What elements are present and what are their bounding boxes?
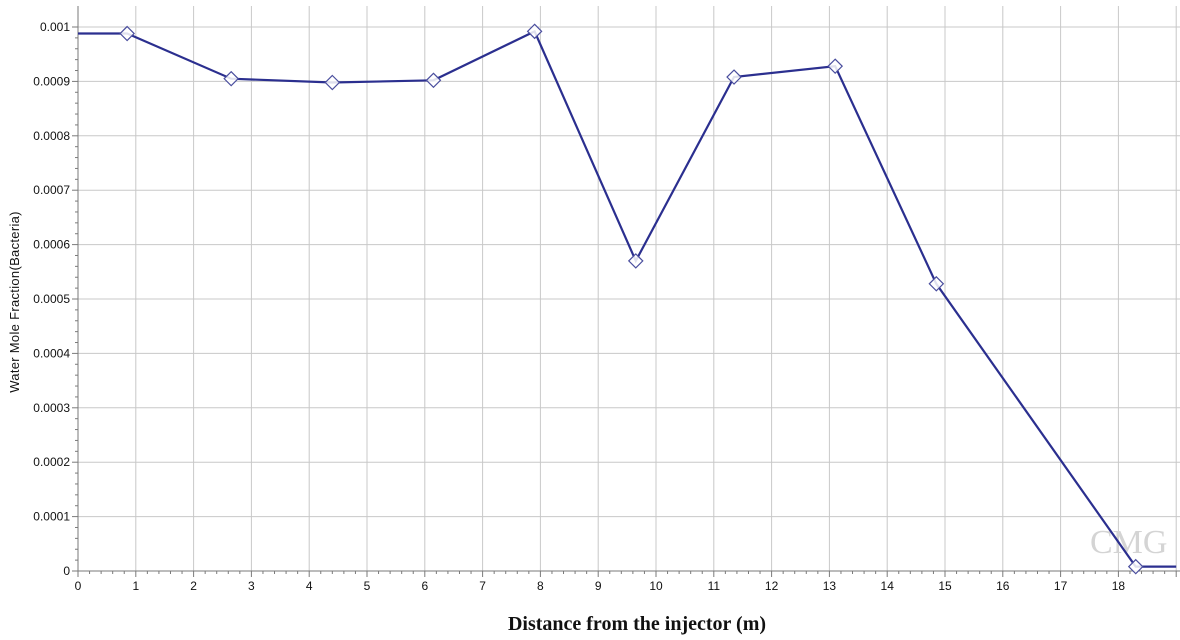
x-tick-label: 11 <box>708 579 721 593</box>
y-tick-label: 0 <box>63 564 70 578</box>
data-point-marker <box>324 74 341 91</box>
y-tick-label: 0.0009 <box>33 74 70 88</box>
x-tick-label: 17 <box>1054 579 1068 593</box>
x-tick-label: 1 <box>132 579 139 593</box>
data-point-marker <box>526 23 543 40</box>
x-tick-labels: 0 1 2 3 4 5 6 7 8 9 10 11 12 13 14 15 16 17 18 <box>75 579 1126 593</box>
x-tick-label: 7 <box>479 579 486 593</box>
data-point-marker <box>827 58 844 75</box>
axes <box>72 6 1180 577</box>
y-tick-label: 0.0008 <box>33 129 70 143</box>
x-tick-label: 18 <box>1112 579 1126 593</box>
x-tick-label: 5 <box>364 579 371 593</box>
y-tick-label: 0.0006 <box>33 238 70 252</box>
y-tick-label: 0.0005 <box>33 292 70 306</box>
y-tick-label: 0.001 <box>40 20 70 34</box>
data-point-marker <box>119 25 135 42</box>
x-tick-label: 14 <box>881 579 895 593</box>
x-tick-label: 9 <box>595 579 602 593</box>
x-tick-label: 13 <box>823 579 837 593</box>
series-group <box>78 23 1177 575</box>
y-tick-label: 0.0007 <box>33 183 70 197</box>
x-tick-label: 8 <box>537 579 544 593</box>
x-tick-label: 16 <box>996 579 1010 593</box>
y-axis-label: Water Mole Fraction(Bacteria) <box>7 211 22 393</box>
data-point-marker <box>1127 558 1144 575</box>
x-tick-label: 12 <box>765 579 779 593</box>
y-tick-label: 0.0002 <box>33 455 70 469</box>
x-tick-label: 10 <box>649 579 663 593</box>
y-tick-label: 0.0003 <box>33 401 70 415</box>
x-tick-label: 4 <box>306 579 313 593</box>
x-tick-label: 15 <box>938 579 952 593</box>
y-tick-label: 0.0001 <box>33 510 70 524</box>
data-point-marker <box>425 72 442 89</box>
x-axis-label: Distance from the injector (m) <box>508 613 766 635</box>
y-tick-label: 0.0004 <box>33 346 70 360</box>
grid <box>77 6 1180 572</box>
x-tick-label: 2 <box>190 579 197 593</box>
data-point-marker <box>627 253 644 269</box>
series-line <box>78 29 1177 568</box>
x-tick-label: 3 <box>248 579 255 593</box>
data-point-marker <box>223 70 240 87</box>
x-tick-label: 0 <box>75 579 82 593</box>
data-point-marker <box>726 69 742 85</box>
data-point-marker <box>928 275 945 292</box>
y-tick-labels: 0 0.0001 0.0002 0.0003 0.0004 0.0005 0.0006 0.0… <box>33 20 70 578</box>
x-tick-label: 6 <box>421 579 428 593</box>
